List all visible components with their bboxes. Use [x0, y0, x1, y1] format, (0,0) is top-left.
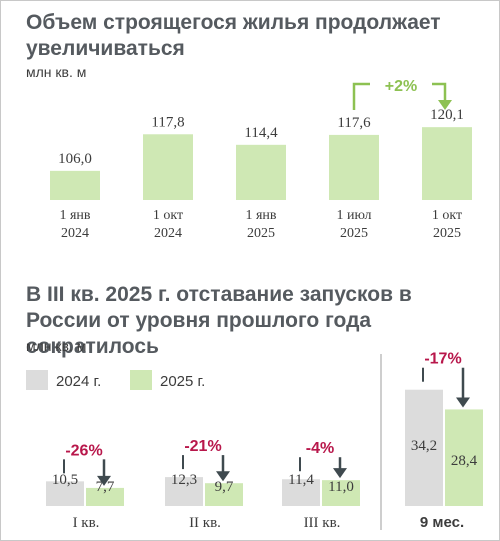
chart2-value-label-2024: 10,5 — [52, 472, 78, 488]
chart2-value-label-2024: 12,3 — [171, 472, 197, 488]
chart2-value-label-2024: 34,2 — [411, 438, 437, 454]
chart1-value-label: 114,4 — [244, 125, 278, 141]
chart2-bar-2025 — [445, 409, 483, 506]
chart2-change-label: -26% — [65, 442, 102, 459]
chart1-value-label: 120,1 — [430, 107, 464, 123]
chart1-category-label: 2024 — [61, 226, 89, 241]
chart1-category-label: 1 окт — [432, 208, 462, 223]
chart1-title: Объем строящегося жилья продолжает увели… — [26, 11, 441, 60]
legend-swatch-2025 — [130, 370, 152, 390]
chart1-unit-label: млн кв. м — [26, 64, 87, 80]
chart2-change-label: -4% — [306, 440, 334, 457]
chart1-category-label: 1 янв — [245, 208, 276, 223]
chart2-unit-label: млн кв. м — [26, 338, 87, 354]
legend-swatch-2024 — [26, 370, 48, 390]
chart1-bar — [329, 134, 379, 200]
chart2-title: В III кв. 2025 г. отставание запусков в … — [26, 283, 412, 358]
chart1-category-label: 2025 — [247, 226, 275, 241]
chart2-category-label: III кв. — [304, 515, 341, 531]
chart2-change-label: -17% — [424, 351, 461, 368]
chart2-bar-2024 — [46, 481, 84, 506]
chart2-change-arrowhead — [97, 475, 111, 486]
chart2-category-label: II кв. — [189, 515, 221, 531]
chart2-bar-2024 — [165, 477, 203, 506]
chart2-change-label: -21% — [184, 438, 221, 455]
chart2-bar-2025 — [322, 480, 360, 506]
chart1-bar — [143, 134, 193, 200]
chart1-category-label: 1 янв — [59, 208, 90, 223]
chart1-bar — [236, 144, 286, 200]
chart1-growth-label: +2% — [385, 78, 417, 95]
chart1-annotation-bg — [370, 74, 432, 96]
chart1-value-label: 117,8 — [151, 114, 184, 130]
legend-label-2025: 2025 г. — [160, 373, 205, 390]
chart2-change-arrowhead — [216, 471, 230, 482]
chart1-category-label: 1 июл — [336, 208, 371, 223]
chart2-change-arrowhead — [333, 468, 347, 479]
chart1-bar — [50, 170, 100, 200]
chart2-value-label-2025: 28,4 — [451, 453, 478, 469]
chart2-bar-2025 — [86, 487, 124, 506]
chart2-bar-2024 — [282, 479, 320, 506]
chart2-bar-2025 — [205, 483, 243, 506]
chart1-growth-arrowhead — [438, 100, 452, 110]
chart1-category-label: 2025 — [340, 226, 368, 241]
chart1-category-label: 2024 — [154, 226, 182, 241]
chart2-value-label-2025: 11,0 — [328, 479, 354, 495]
chart1-category-label: 2025 — [433, 226, 461, 241]
chart1-value-label: 117,6 — [337, 115, 371, 131]
chart1-value-label: 106,0 — [58, 151, 92, 167]
chart2-category-label: I кв. — [73, 515, 100, 531]
chart2-bar-2024 — [405, 389, 443, 506]
chart2-value-label-2025: 7,7 — [96, 479, 115, 495]
chart2-category-label: 9 мес. — [420, 514, 464, 531]
chart1-bar — [422, 127, 472, 200]
chart1-category-label: 1 окт — [153, 208, 183, 223]
legend-label-2024: 2024 г. — [56, 373, 101, 390]
chart2-value-label-2025: 9,7 — [215, 479, 234, 495]
chart2-value-label-2024: 11,4 — [288, 472, 314, 488]
chart2-change-arrowhead — [456, 397, 470, 408]
